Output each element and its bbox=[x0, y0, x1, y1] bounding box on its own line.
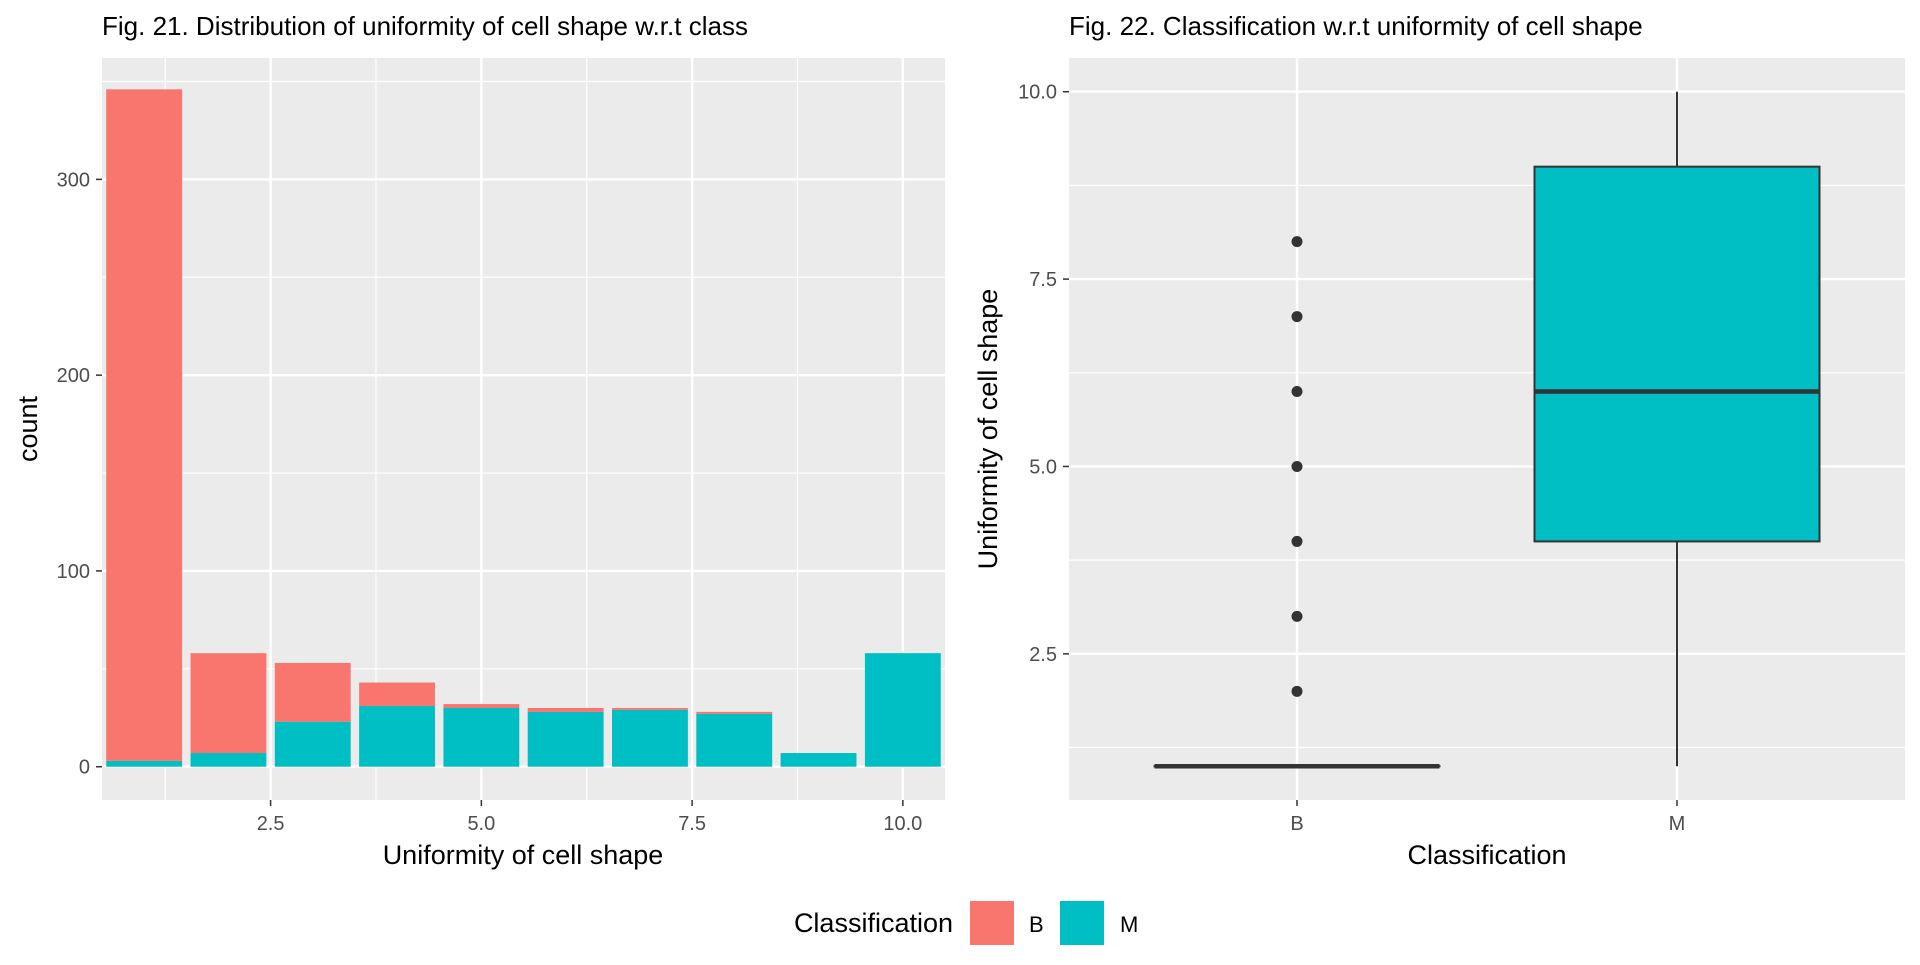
bar-b-6 bbox=[528, 708, 604, 712]
left-x-tick-label: 2.5 bbox=[257, 813, 285, 835]
right-y-tick-label: 2.5 bbox=[1029, 644, 1057, 666]
right-y-tick-label: 7.5 bbox=[1029, 269, 1057, 291]
left-x-tick-label: 7.5 bbox=[678, 813, 706, 835]
legend: Classification B M bbox=[794, 901, 1138, 945]
bar-m-2 bbox=[191, 753, 267, 767]
right-x-tick-label: M bbox=[1669, 813, 1686, 835]
legend-title: Classification bbox=[794, 908, 953, 938]
right-chart-title: Fig. 22. Classification w.r.t uniformity… bbox=[1069, 11, 1643, 41]
outlier-point-b bbox=[1292, 461, 1303, 472]
legend-item-b: B bbox=[970, 901, 1044, 945]
left-x-tick-label: 5.0 bbox=[467, 813, 495, 835]
legend-swatch-b bbox=[970, 901, 1014, 945]
bar-m-10 bbox=[865, 653, 941, 767]
right-x-tick-label: B bbox=[1290, 813, 1303, 835]
left-y-tick-label: 100 bbox=[57, 561, 90, 583]
bar-b-4 bbox=[359, 683, 435, 706]
outlier-point-b bbox=[1292, 686, 1303, 697]
legend-item-m: M bbox=[1060, 901, 1138, 945]
boxplot-chart: Fig. 22. Classification w.r.t uniformity… bbox=[973, 11, 1905, 870]
legend-label-b: B bbox=[1029, 912, 1044, 937]
left-x-axis-title: Uniformity of cell shape bbox=[383, 840, 664, 870]
bar-m-6 bbox=[528, 712, 604, 767]
right-x-axis-title: Classification bbox=[1407, 840, 1566, 870]
bar-m-1 bbox=[106, 761, 182, 767]
left-chart-title: Fig. 21. Distribution of uniformity of c… bbox=[102, 11, 748, 41]
left-x-tick-label: 10.0 bbox=[883, 813, 922, 835]
bar-b-5 bbox=[443, 704, 519, 708]
bar-b-2 bbox=[191, 653, 267, 753]
outlier-point-b bbox=[1292, 611, 1303, 622]
legend-label-m: M bbox=[1120, 912, 1138, 937]
left-y-tick-label: 300 bbox=[57, 169, 90, 191]
left-y-tick-label: 200 bbox=[57, 365, 90, 387]
bar-m-5 bbox=[443, 708, 519, 767]
bar-b-3 bbox=[275, 663, 351, 722]
bar-m-7 bbox=[612, 710, 688, 767]
bar-b-7 bbox=[612, 708, 688, 710]
bar-m-9 bbox=[781, 753, 857, 767]
left-y-axis-title: count bbox=[13, 395, 43, 462]
bar-b-1 bbox=[106, 89, 182, 761]
outlier-point-b bbox=[1292, 386, 1303, 397]
box-m bbox=[1535, 167, 1820, 542]
legend-swatch-m bbox=[1060, 901, 1104, 945]
bar-m-8 bbox=[696, 714, 772, 767]
bar-m-3 bbox=[275, 722, 351, 767]
bar-m-4 bbox=[359, 706, 435, 767]
left-y-tick-label: 0 bbox=[79, 757, 90, 779]
outlier-point-b bbox=[1292, 536, 1303, 547]
right-y-tick-label: 10.0 bbox=[1018, 82, 1057, 104]
outlier-point-b bbox=[1292, 236, 1303, 247]
right-y-axis-title: Uniformity of cell shape bbox=[973, 289, 1003, 570]
histogram-chart: Fig. 21. Distribution of uniformity of c… bbox=[13, 11, 945, 870]
bar-b-8 bbox=[696, 712, 772, 714]
outlier-point-b bbox=[1292, 311, 1303, 322]
right-y-tick-label: 5.0 bbox=[1029, 456, 1057, 478]
